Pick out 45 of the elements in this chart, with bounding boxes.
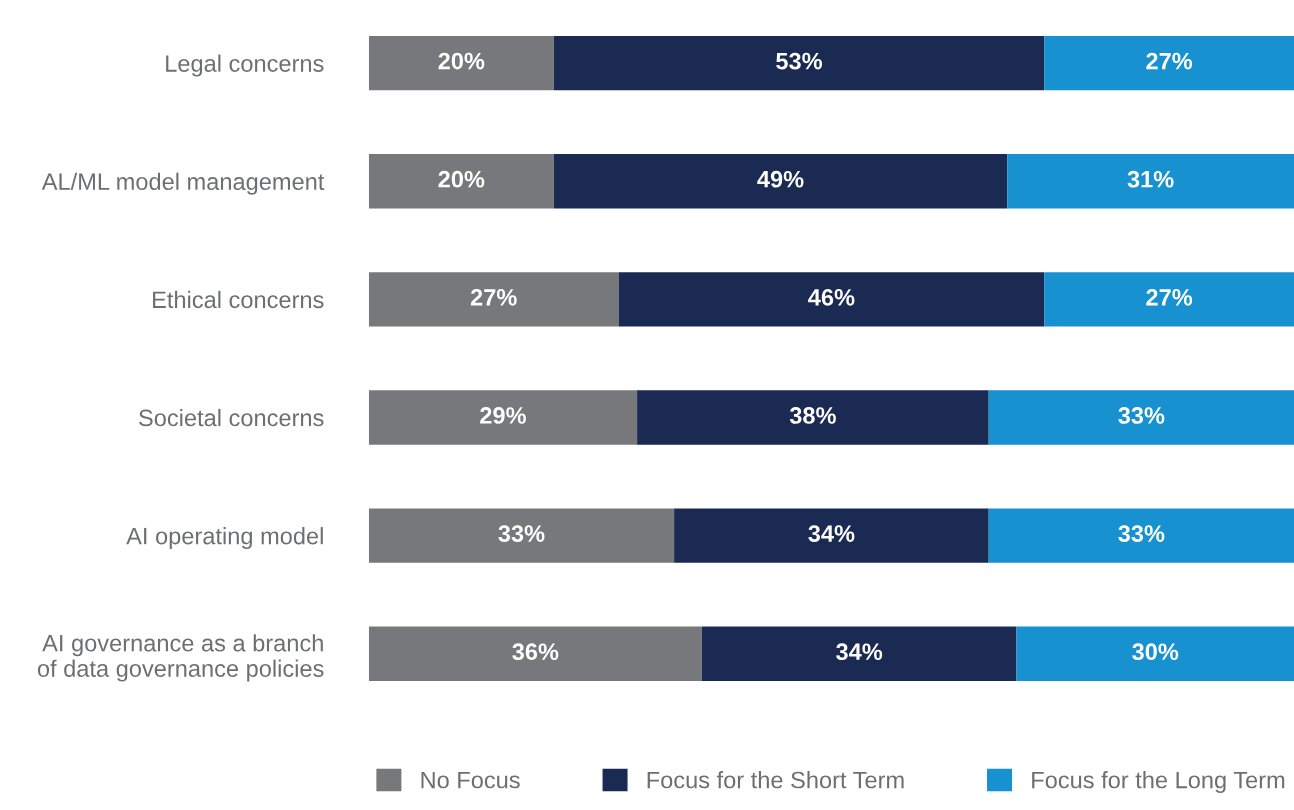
bar (368, 35, 554, 91)
data-label: 29% (480, 407, 526, 424)
y-tick-label: AI operating model (126, 527, 323, 550)
y-tick-label: AL/ML model management (41, 172, 325, 195)
data-label: 49% (757, 170, 804, 188)
data-label: 33% (498, 525, 545, 542)
bar (368, 272, 619, 327)
bar (1044, 35, 1294, 91)
bar (368, 626, 702, 681)
data-label: 27% (470, 288, 517, 306)
bar (988, 508, 1294, 563)
y-tick-label: Ethical concerns (153, 290, 324, 309)
data-label: 38% (789, 407, 836, 424)
bar (1007, 154, 1294, 209)
bar (553, 35, 1045, 91)
bar (674, 508, 989, 563)
data-label: 46% (808, 288, 855, 306)
data-label: 36% (512, 643, 559, 661)
legend-label: No Focus (421, 771, 520, 789)
data-label: 27% (1146, 52, 1193, 70)
data-label: 31% (1127, 170, 1174, 188)
bar (553, 154, 1008, 209)
data-label: 53% (776, 52, 823, 70)
legend-label: Focus for the Long Term (1032, 771, 1285, 794)
bar (1044, 272, 1294, 327)
data-label: 20% (438, 52, 485, 70)
bar (368, 154, 554, 209)
bar (368, 508, 675, 563)
y-tick-label: Legal concerns (166, 54, 324, 77)
bar (618, 272, 1045, 327)
bar (988, 390, 1294, 445)
data-label: 20% (438, 170, 485, 188)
data-label: 33% (1118, 525, 1165, 542)
y-tick-label: Societal concerns (139, 408, 324, 427)
data-label: 34% (808, 525, 855, 542)
data-label: 27% (1146, 288, 1193, 306)
bar (637, 390, 989, 445)
bar (368, 390, 638, 445)
bar (1016, 626, 1294, 681)
data-label: 33% (1118, 407, 1165, 424)
data-label: 30% (1132, 643, 1179, 661)
y-tick-label: AI governance as a branch of data governance policies (37, 634, 324, 682)
legend-label: Focus for the Short Term (647, 771, 904, 789)
bar (701, 626, 1017, 681)
data-label: 34% (836, 643, 883, 661)
